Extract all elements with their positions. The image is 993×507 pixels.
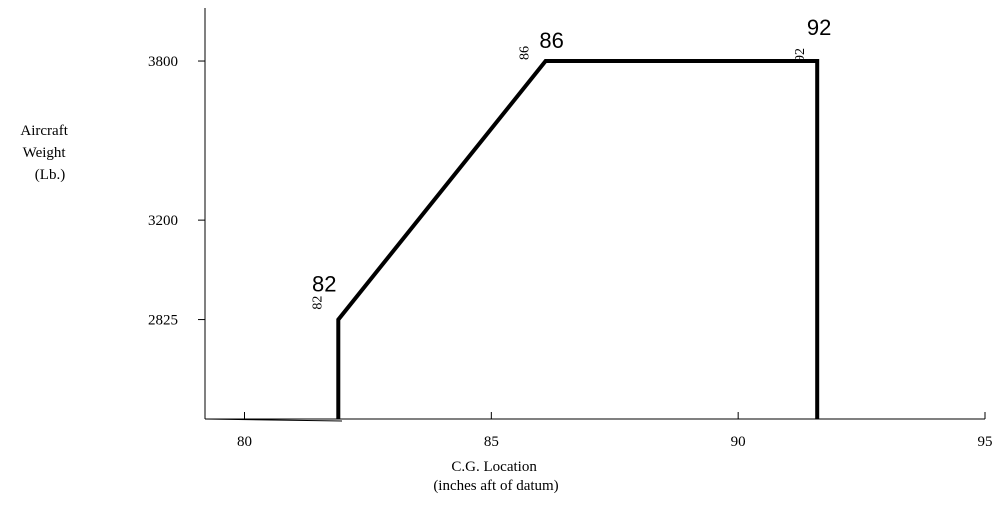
x-axis-title-line-1: C.G. Location <box>451 459 537 475</box>
y-axis-title-line-2: Weight <box>23 145 67 161</box>
annotation-92-small: 92 <box>793 48 808 62</box>
x-axis-title-line-2: (inches aft of datum) <box>433 478 558 494</box>
annotation-86-large: 86 <box>539 28 563 53</box>
y-axis-title-line-1: Aircraft <box>20 123 68 139</box>
x-tick-group: 80 85 90 95 <box>237 412 993 450</box>
baseline-stub <box>204 418 343 422</box>
x-tick-label: 80 <box>237 434 252 450</box>
annotation-86-small: 86 <box>518 46 533 60</box>
y-tick-label: 3800 <box>148 54 178 70</box>
x-tick-label: 85 <box>484 434 499 450</box>
annotation-82-large: 82 <box>312 272 336 297</box>
annotation-82-small: 82 <box>310 296 325 310</box>
x-axis-title: C.G. Location (inches aft of datum) <box>433 459 558 494</box>
y-axis-title-line-3: (Lb.) <box>35 167 65 183</box>
x-tick-label: 95 <box>978 434 993 450</box>
cg-envelope-line <box>336 59 820 419</box>
y-axis-title: Aircraft Weight (Lb.) <box>20 123 71 183</box>
annotation-92-large: 92 <box>807 15 831 40</box>
y-tick-label: 2825 <box>148 313 178 329</box>
y-tick-group: 2825 3200 3800 <box>148 54 205 329</box>
x-tick-label: 90 <box>731 434 746 450</box>
y-tick-label: 3200 <box>148 213 178 229</box>
